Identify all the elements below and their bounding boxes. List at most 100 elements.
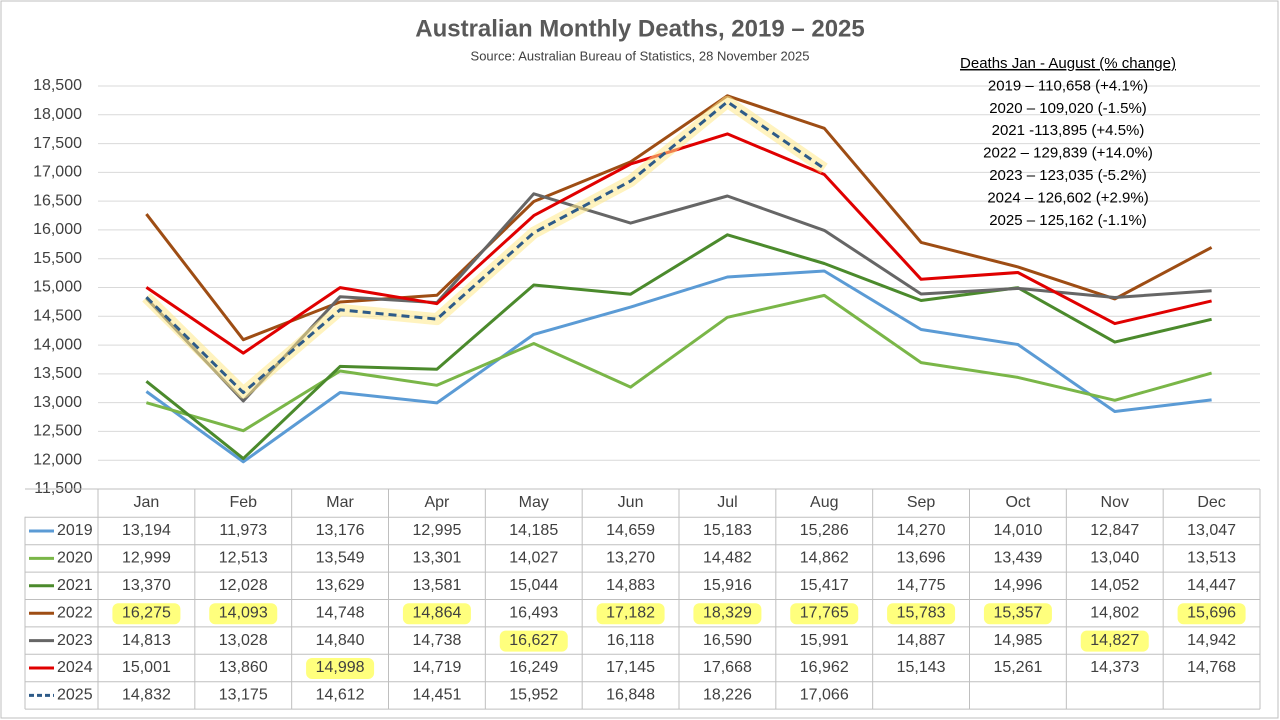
chart-subtitle: Source: Australian Bureau of Statistics,…	[471, 48, 810, 63]
data-label: 13,040	[1090, 550, 1139, 567]
data-label: 14,738	[412, 632, 461, 649]
cell-highlight	[596, 603, 665, 625]
data-label: 16,275	[122, 604, 171, 621]
data-label: 11,973	[219, 522, 267, 539]
data-label: 13,370	[122, 577, 171, 594]
x-tick-label: Apr	[424, 494, 450, 511]
data-label: 16,249	[509, 659, 558, 676]
cell-highlight	[693, 603, 762, 625]
x-tick-label: Jan	[134, 494, 160, 511]
data-label: 18,329	[703, 604, 752, 621]
series-line	[145, 94, 1213, 342]
annotation: Deaths Jan - August (% change)	[960, 55, 1176, 72]
data-label: 13,270	[606, 550, 655, 567]
data-label: 14,093	[219, 604, 268, 621]
data-label: 13,176	[316, 522, 365, 539]
data-label: 16,493	[509, 604, 558, 621]
data-label: 14,802	[1090, 604, 1139, 621]
x-tick-label: Dec	[1197, 494, 1225, 511]
cell-highlight	[983, 603, 1052, 625]
x-tick-label: Feb	[229, 494, 257, 511]
data-label: 16,848	[606, 687, 655, 704]
x-tick-label: Aug	[810, 494, 838, 511]
x-tick-label: Jun	[618, 494, 644, 511]
data-label: 13,047	[1187, 522, 1236, 539]
data-label: 15,044	[509, 577, 558, 594]
cell-highlight	[306, 658, 375, 679]
annotation: 2024 – 126,602 (+2.9%)	[987, 189, 1148, 206]
y-tick-label: 14,500	[33, 308, 82, 325]
series-line	[145, 269, 1212, 464]
data-label: 15,357	[993, 604, 1042, 621]
data-label: 17,182	[606, 604, 655, 621]
data-label: 12,999	[122, 550, 171, 567]
y-tick-label: 15,500	[33, 250, 82, 267]
cell-highlight	[1080, 630, 1149, 652]
data-label: 14,996	[993, 577, 1042, 594]
series-line	[145, 192, 1212, 403]
data-label: 16,962	[800, 659, 849, 676]
data-label: 14,832	[122, 687, 171, 704]
data-label: 16,627	[509, 632, 558, 649]
data-label: 14,185	[509, 522, 558, 539]
data-label: 13,028	[219, 632, 268, 649]
data-label: 12,995	[412, 522, 461, 539]
y-tick-label: 17,500	[33, 135, 82, 152]
data-label: 14,998	[316, 659, 365, 676]
data-label: 15,696	[1187, 604, 1236, 621]
x-tick-label: Oct	[1005, 494, 1030, 511]
data-label: 14,659	[606, 522, 655, 539]
data-label: 14,482	[703, 550, 752, 567]
data-label: 15,183	[703, 522, 752, 539]
data-label: 13,439	[993, 550, 1042, 567]
legend-label: 2019	[57, 522, 93, 539]
legend-label: 2024	[57, 659, 93, 676]
cell-highlight	[209, 603, 278, 625]
data-label: 14,373	[1090, 659, 1139, 676]
data-label: 13,194	[122, 522, 171, 539]
data-label: 15,417	[800, 577, 849, 594]
y-tick-label: 13,000	[33, 394, 82, 411]
y-tick-label: 12,500	[33, 423, 82, 440]
data-label: 13,513	[1187, 550, 1236, 567]
y-tick-label: 13,500	[33, 365, 82, 382]
data-label: 14,883	[606, 577, 655, 594]
data-label: 13,549	[316, 550, 365, 567]
data-label: 15,261	[993, 659, 1042, 676]
legend-label: 2023	[57, 632, 93, 649]
data-label: 14,052	[1090, 577, 1139, 594]
y-tick-label: 14,000	[33, 336, 82, 353]
annotation: 2022 – 129,839 (+14.0%)	[983, 145, 1153, 162]
x-tick-label: Mar	[326, 494, 354, 511]
cell-highlight	[402, 603, 471, 625]
data-label: 14,447	[1187, 577, 1236, 594]
cell-highlight	[1177, 603, 1246, 625]
data-table: Jan Feb Mar Apr May Jun Jul Aug Sep Oct Nov Dec 2019…	[24, 488, 1261, 710]
data-label: 13,860	[219, 659, 268, 676]
plot-lines	[142, 94, 1213, 464]
legend-label: 2020	[57, 550, 93, 567]
data-label: 14,862	[800, 550, 849, 567]
data-label: 14,010	[993, 522, 1042, 539]
y-tick-label: 18,000	[33, 106, 82, 123]
legend-label: 2025	[57, 687, 93, 704]
chart-title: Australian Monthly Deaths, 2019 – 2025	[415, 15, 865, 42]
data-label: 13,581	[412, 577, 461, 594]
legend-label: 2021	[57, 577, 93, 594]
data-label: 14,840	[316, 632, 365, 649]
cell-highlight	[790, 603, 859, 625]
data-label: 14,887	[897, 632, 946, 649]
y-tick-label: 16,500	[33, 192, 82, 209]
data-label: 18,226	[703, 687, 752, 704]
y-tick-label: 18,500	[33, 77, 82, 94]
data-label: 14,719	[412, 659, 461, 676]
data-label: 15,286	[800, 522, 849, 539]
data-label: 15,916	[703, 577, 752, 594]
annotation: 2023 – 123,035 (-5.2%)	[989, 167, 1147, 184]
data-label: 16,590	[703, 632, 752, 649]
data-label: 14,748	[316, 604, 365, 621]
y-tick-label: 17,000	[33, 164, 82, 181]
y-tick-label: 15,000	[33, 279, 82, 296]
annotation: 2025 – 125,162 (-1.1%)	[989, 212, 1147, 229]
